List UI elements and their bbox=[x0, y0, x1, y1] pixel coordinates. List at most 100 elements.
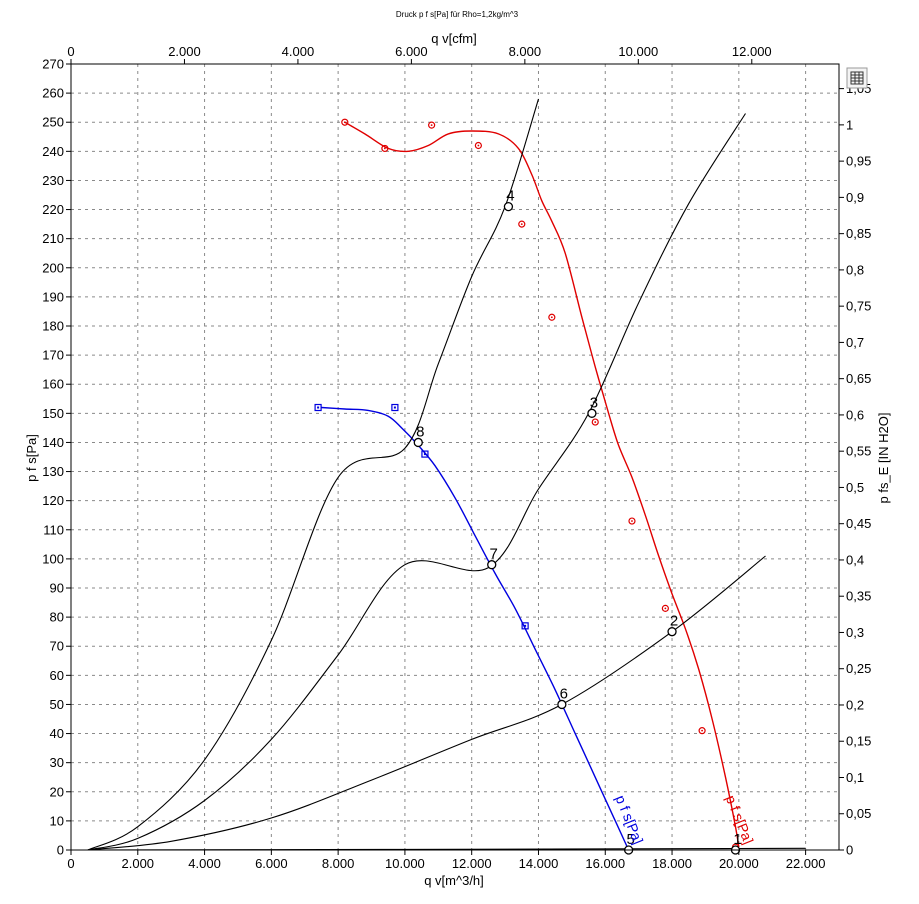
operating-point-label: 7 bbox=[490, 546, 498, 563]
y2-tick-label: 0 bbox=[846, 843, 853, 858]
y2-tick-label: 0,6 bbox=[846, 407, 864, 422]
operating-points: 1 2 3 4 5 6 7 8 bbox=[413, 188, 742, 855]
y2-tick-label: 0,1 bbox=[846, 770, 864, 785]
y-tick-label: 200 bbox=[42, 260, 64, 275]
data-point-marker-dot bbox=[393, 406, 396, 409]
y2-tick-label: 0,3 bbox=[846, 625, 864, 640]
y-tick-label: 110 bbox=[43, 522, 64, 537]
data-point-marker bbox=[698, 727, 706, 735]
operating-point-label: 1 bbox=[733, 831, 741, 848]
y2-tick-label: 0,65 bbox=[846, 371, 871, 386]
system-curve-2 bbox=[87, 98, 540, 851]
data-point-marker-dot bbox=[317, 406, 320, 409]
data-point-marker bbox=[421, 450, 429, 458]
axes: 0 2.000 4.000 6.000 8.000 10.000 12.000 14.000 1… bbox=[42, 44, 871, 871]
right-y-axis-label: p fs_E [IN H2O] bbox=[876, 412, 891, 503]
y2-tick-label: 0,85 bbox=[846, 226, 871, 241]
y2-tick-label: 0,7 bbox=[846, 335, 864, 350]
data-point-marker bbox=[314, 403, 322, 412]
y-tick-label: 230 bbox=[42, 173, 64, 188]
chart-title: Druck p f s[Pa] für Rho=1,2kg/m^3 bbox=[396, 10, 519, 19]
grid bbox=[71, 63, 839, 850]
data-point-marker bbox=[341, 118, 349, 126]
table-icon bbox=[850, 71, 864, 85]
fan-curve-0 bbox=[344, 121, 740, 848]
x-tick-label: 4.000 bbox=[188, 856, 221, 871]
y-tick-label: 270 bbox=[42, 57, 64, 72]
y2-tick-label: 0,75 bbox=[846, 299, 871, 314]
y-tick-label: 190 bbox=[42, 289, 64, 304]
data-point-marker-dot bbox=[343, 121, 346, 124]
x2-tick-label: 4.000 bbox=[282, 44, 315, 59]
x-tick-label: 0 bbox=[67, 856, 74, 871]
y-tick-label: 10 bbox=[50, 813, 64, 828]
x-tick-label: 12.000 bbox=[452, 856, 492, 871]
data-point-marker bbox=[521, 622, 529, 630]
operating-point-label: 6 bbox=[560, 685, 568, 702]
x-tick-label: 14.000 bbox=[519, 856, 559, 871]
top-x-axis-label: q v[cfm] bbox=[431, 31, 477, 46]
x-tick-label: 18.000 bbox=[652, 856, 692, 871]
plot-frame bbox=[70, 63, 840, 851]
y-tick-label: 260 bbox=[42, 86, 64, 101]
y-tick-label: 50 bbox=[50, 697, 64, 712]
y-tick-label: 250 bbox=[42, 115, 64, 130]
x-tick-label: 20.000 bbox=[719, 856, 759, 871]
table-view-button[interactable] bbox=[846, 67, 868, 89]
operating-point-label: 8 bbox=[416, 423, 424, 440]
x-tick-label: 10.000 bbox=[385, 856, 425, 871]
data-point-marker bbox=[428, 121, 436, 129]
y-tick-label: 180 bbox=[42, 319, 64, 334]
y-tick-label: 20 bbox=[50, 784, 64, 799]
operating-point-2 bbox=[667, 627, 677, 637]
y-tick-label: 140 bbox=[42, 435, 64, 450]
x-tick-label: 22.000 bbox=[786, 856, 826, 871]
data-point-marker-dot bbox=[423, 453, 426, 456]
y-tick-label: 60 bbox=[50, 668, 64, 683]
operating-point-3 bbox=[587, 408, 597, 418]
y-tick-label: 150 bbox=[42, 406, 64, 421]
data-point-marker-dot bbox=[550, 316, 553, 319]
x-tick-label: 2.000 bbox=[122, 856, 155, 871]
y2-tick-label: 0,2 bbox=[846, 697, 864, 712]
y2-tick-label: 0,05 bbox=[846, 806, 871, 821]
operating-point-8 bbox=[413, 437, 423, 448]
operating-point-label: 5 bbox=[626, 831, 634, 848]
y2-tick-label: 1 bbox=[846, 117, 853, 132]
x-tick-label: 16.000 bbox=[585, 856, 625, 871]
y2-tick-label: 0,4 bbox=[846, 552, 864, 567]
y-tick-label: 70 bbox=[50, 639, 64, 654]
data-point-marker bbox=[518, 220, 526, 228]
operating-point-label: 3 bbox=[590, 394, 598, 411]
data-point-marker bbox=[628, 517, 636, 525]
system-curve-4 bbox=[87, 555, 766, 851]
data-point-marker-dot bbox=[520, 223, 523, 226]
x2-tick-label: 8.000 bbox=[509, 44, 542, 59]
y-tick-label: 80 bbox=[50, 610, 64, 625]
data-point-marker-dot bbox=[430, 124, 433, 127]
data-point-marker-dot bbox=[477, 144, 480, 147]
curve-label: p f s[Pa] bbox=[723, 793, 757, 847]
data-point-marker bbox=[381, 144, 389, 153]
data-point-marker-dot bbox=[701, 729, 703, 732]
y-axis-label: p f s[Pa] bbox=[24, 434, 39, 482]
y-tick-label: 160 bbox=[42, 377, 64, 392]
x2-tick-label: 10.000 bbox=[618, 44, 658, 59]
y2-tick-label: 0,15 bbox=[846, 734, 871, 749]
y-tick-label: 100 bbox=[42, 551, 64, 566]
y2-tick-label: 0,8 bbox=[846, 262, 864, 277]
y-tick-label: 30 bbox=[50, 755, 64, 770]
curves bbox=[87, 98, 806, 851]
x-tick-label: 6.000 bbox=[255, 856, 288, 871]
y-tick-label: 130 bbox=[42, 464, 64, 479]
y2-tick-label: 0,35 bbox=[846, 589, 871, 604]
x2-tick-label: 2.000 bbox=[168, 44, 201, 59]
curve-label: p f s[Pa] bbox=[612, 793, 646, 847]
y-tick-label: 240 bbox=[42, 144, 64, 159]
y2-tick-label: 0,95 bbox=[846, 154, 871, 169]
fan-curve-1 bbox=[321, 406, 630, 851]
x2-tick-label: 12.000 bbox=[732, 44, 772, 59]
x2-tick-label: 0 bbox=[67, 44, 74, 59]
data-point-marker bbox=[548, 313, 556, 321]
